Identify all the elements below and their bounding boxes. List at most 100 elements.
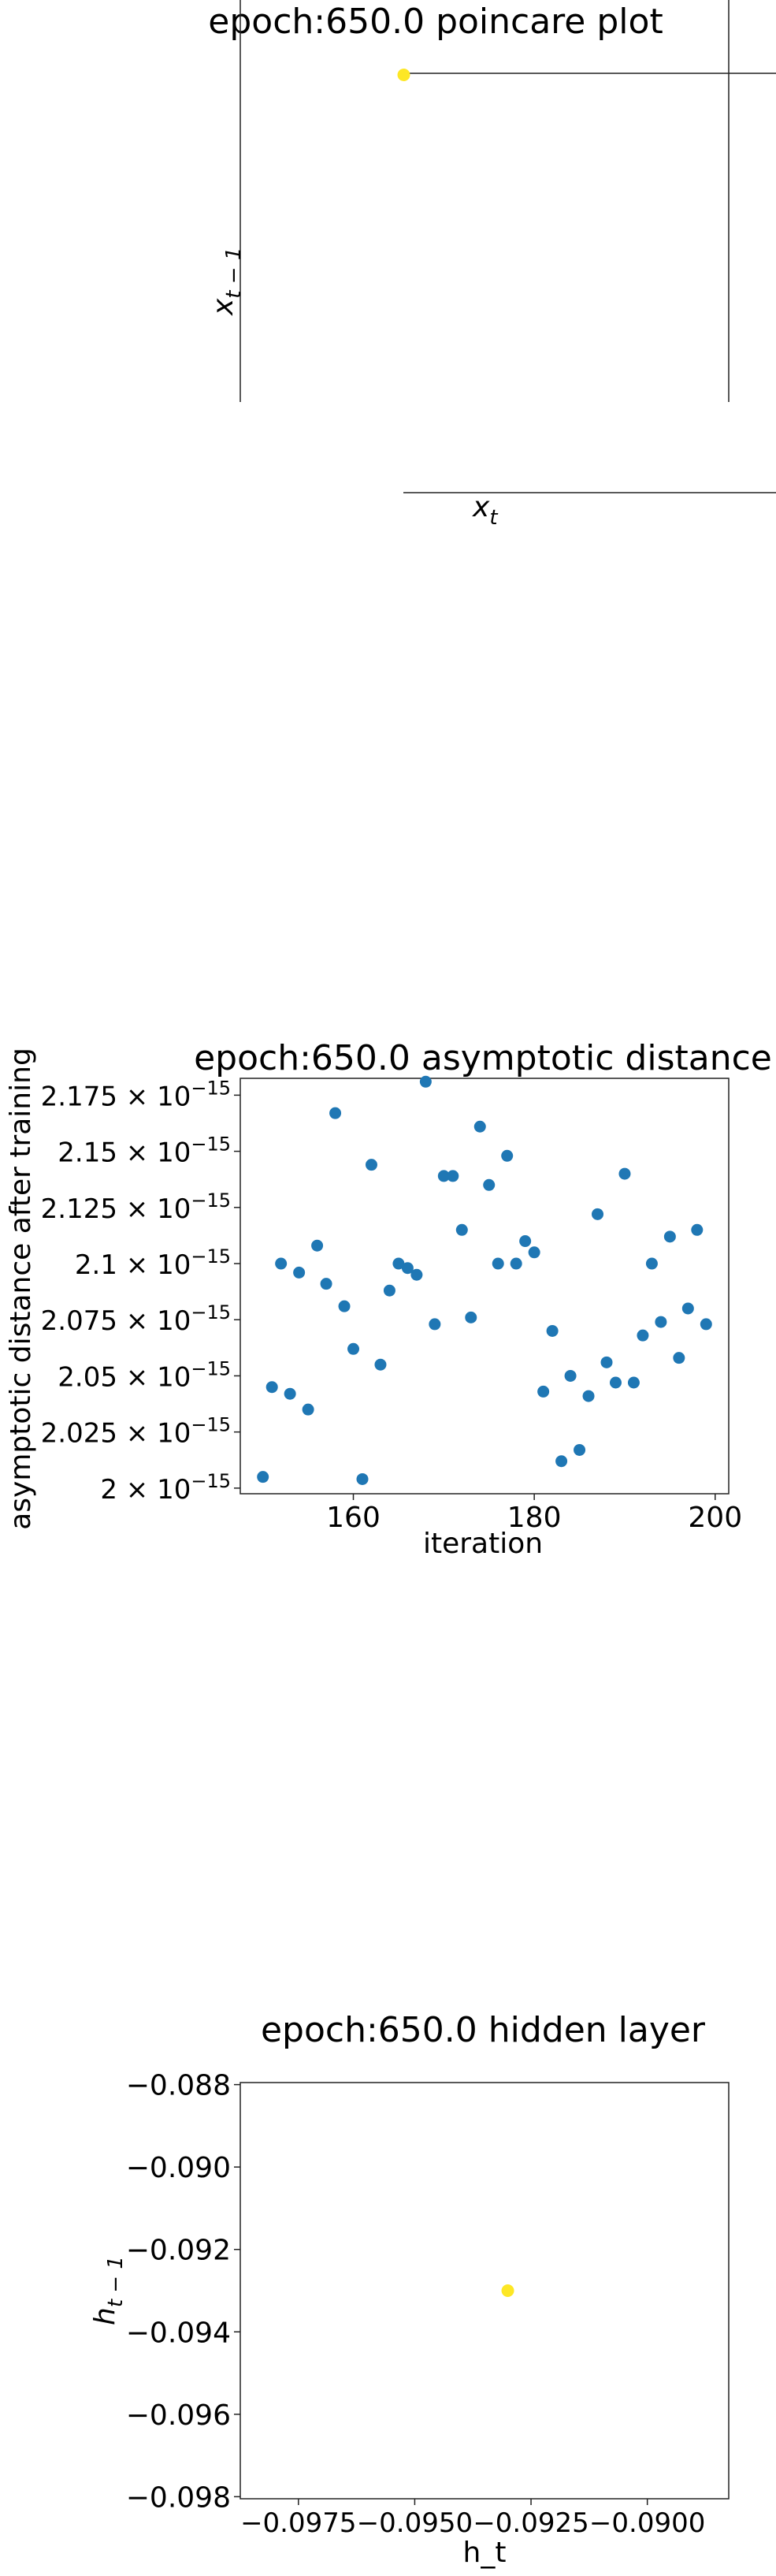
y-tick-label: 2 × 10−15	[100, 1470, 231, 1506]
poincare-ylabel-sub: t − 1	[222, 248, 246, 299]
y-tick-label: −0.094	[126, 2317, 231, 2349]
asymptotic-point	[663, 1230, 676, 1243]
asymptotic-point	[582, 1390, 595, 1402]
y-tick-label: 2.025 × 10−15	[41, 1414, 231, 1450]
asymptotic-point	[365, 1159, 377, 1171]
hidden-x-ticks: −0.0975 −0.0950 −0.0925 −0.0900	[240, 2499, 705, 2539]
x-tick-label: −0.0950	[357, 2507, 473, 2539]
y-tick-label: 2.125 × 10−15	[41, 1189, 231, 1225]
asymptotic-point	[655, 1316, 667, 1328]
asymptotic-point	[492, 1257, 504, 1270]
asymptotic-points	[257, 1075, 712, 1485]
asymptotic-point	[257, 1471, 269, 1483]
asymptotic-point	[465, 1311, 477, 1323]
asymptotic-point	[627, 1376, 640, 1389]
asymptotic-point	[537, 1385, 550, 1398]
hidden-point	[501, 2284, 514, 2297]
asymptotic-point	[302, 1403, 314, 1416]
asymptotic-point	[429, 1318, 441, 1331]
asymptotic-point	[347, 1342, 360, 1355]
asymptotic-point	[483, 1178, 496, 1191]
y-tick-label: −0.090	[126, 2152, 231, 2184]
asymptotic-point	[519, 1235, 532, 1248]
hidden-ylabel-base: h	[89, 2307, 121, 2325]
y-tick-label: 2.175 × 10−15	[41, 1077, 231, 1112]
poincare-xlabel-sub: t	[489, 506, 498, 530]
asymptotic-distance-chart: epoch:650.0 asymptotic distance 160 180 20…	[5, 1038, 772, 1560]
asymptotic-point	[691, 1223, 704, 1236]
poincare-ylabel-base: x	[207, 298, 239, 316]
poincare-title: epoch:650.0 poincare plot	[208, 2, 663, 42]
asymptotic-point	[329, 1107, 342, 1119]
asymptotic-point	[374, 1358, 387, 1371]
asymptotic-point	[419, 1075, 432, 1088]
poincare-ylabel: xt − 1	[207, 248, 246, 316]
asymptotic-title: epoch:650.0 asymptotic distance	[194, 1038, 772, 1078]
hidden-layer-chart: epoch:650.0 hidden layer −0.0975 −0.0950−…	[89, 2010, 730, 2569]
asymptotic-point	[546, 1324, 559, 1337]
y-tick-label: −0.098	[126, 2481, 231, 2514]
asymptotic-point	[645, 1257, 658, 1270]
x-tick-label: 160	[326, 1502, 381, 1534]
hidden-xlabel: h_t	[463, 2537, 507, 2569]
asymptotic-point	[473, 1120, 486, 1133]
poincare-chart: epoch:650.0 poincare plot xt xt − 1	[207, 0, 776, 530]
asymptotic-point	[320, 1278, 332, 1290]
asymptotic-point	[356, 1472, 369, 1485]
asymptotic-point	[392, 1257, 405, 1270]
y-tick-label: −0.096	[126, 2399, 231, 2432]
asymptotic-point	[383, 1284, 395, 1297]
hidden-points	[501, 2284, 514, 2297]
asymptotic-point	[555, 1455, 568, 1468]
poincare-xlabel-base: x	[472, 491, 490, 523]
asymptotic-point	[501, 1149, 514, 1162]
asymptotic-point	[637, 1329, 649, 1342]
x-tick-label: −0.0925	[473, 2507, 588, 2539]
asymptotic-point	[338, 1300, 351, 1312]
hidden-ylabel-sub: t − 1	[104, 2256, 128, 2307]
hidden-y-ticks: −0.098 −0.096 −0.094 −0.092 −0.090 −0.088	[126, 2070, 240, 2514]
asymptotic-point	[447, 1170, 459, 1182]
asymptotic-point	[401, 1262, 414, 1275]
hidden-plot-frame	[239, 2082, 730, 2500]
asymptotic-point	[609, 1376, 622, 1389]
asymptotic-point	[410, 1268, 423, 1281]
asymptotic-point	[681, 1302, 694, 1315]
asymptotic-y-ticks: 2 × 10−15 2.025 × 10−15 2.05 × 10−15 2.075 …	[41, 1077, 240, 1506]
asymptotic-xlabel: iteration	[423, 1528, 543, 1560]
asymptotic-point	[673, 1352, 685, 1364]
asymptotic-ylabel: asymptotic distance after training	[5, 1048, 37, 1530]
y-tick-label: −0.088	[126, 2070, 231, 2102]
x-tick-label: −0.0900	[589, 2507, 705, 2539]
y-tick-label: 2.075 × 10−15	[41, 1301, 231, 1337]
asymptotic-point	[437, 1170, 450, 1182]
poincare-xlabel: xt	[472, 491, 498, 530]
poincare-point	[397, 69, 410, 81]
asymptotic-point	[265, 1381, 278, 1394]
x-tick-label: 200	[688, 1502, 742, 1534]
hidden-ylabel: ht − 1	[89, 2256, 128, 2325]
asymptotic-point	[284, 1387, 296, 1400]
asymptotic-point	[275, 1257, 288, 1270]
asymptotic-point	[592, 1208, 604, 1220]
asymptotic-point	[311, 1239, 324, 1252]
x-tick-label: −0.0975	[240, 2507, 356, 2539]
asymptotic-point	[455, 1223, 468, 1236]
asymptotic-point	[574, 1443, 586, 1456]
y-tick-label: 2.1 × 10−15	[75, 1245, 231, 1281]
asymptotic-plot-frame	[239, 1078, 730, 1495]
asymptotic-point	[618, 1167, 631, 1180]
asymptotic-point	[510, 1257, 522, 1270]
hidden-title: epoch:650.0 hidden layer	[261, 2010, 706, 2050]
asymptotic-point	[293, 1266, 306, 1279]
asymptotic-x-ticks: 160 180 200	[326, 1494, 742, 1534]
asymptotic-point	[600, 1356, 613, 1368]
asymptotic-point	[564, 1369, 577, 1382]
x-tick-label: 180	[507, 1502, 562, 1534]
y-tick-label: 2.15 × 10−15	[58, 1134, 231, 1169]
y-tick-label: −0.092	[126, 2235, 231, 2267]
poincare-points	[397, 69, 410, 81]
asymptotic-point	[700, 1318, 712, 1331]
asymptotic-point	[528, 1246, 540, 1259]
